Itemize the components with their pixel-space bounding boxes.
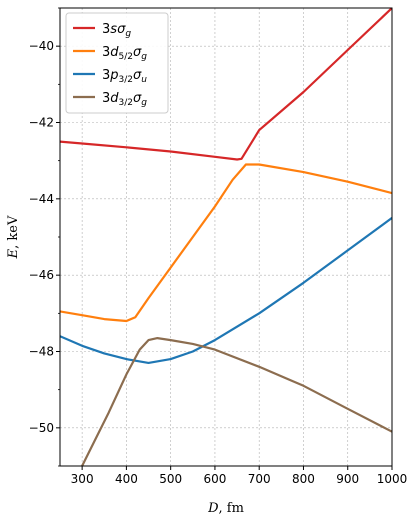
x-axis-label: D, fm xyxy=(207,501,244,516)
x-tick-label: 400 xyxy=(115,472,138,486)
legend-label-3: 3p3/2σu xyxy=(102,68,147,85)
legend-box xyxy=(65,12,169,114)
series-line-4 xyxy=(81,337,392,466)
series-group xyxy=(60,8,392,466)
x-tick-label: 700 xyxy=(248,472,271,486)
y-tick-label: −50 xyxy=(29,421,54,435)
series-line-3 xyxy=(60,217,392,364)
legend-label-1: 3sσg xyxy=(102,22,131,39)
x-tick-label: 300 xyxy=(71,472,94,486)
series-line-1 xyxy=(60,8,392,161)
y-tick-label: −44 xyxy=(29,192,54,206)
x-tick-label: 600 xyxy=(203,472,226,486)
y-axis-label: E, keV xyxy=(6,215,21,259)
x-tick-label: 900 xyxy=(336,472,359,486)
y-tick-label: −42 xyxy=(29,116,54,130)
y-tick-label: −40 xyxy=(29,39,54,53)
series-line-2 xyxy=(60,163,392,323)
y-tick-label: −46 xyxy=(29,268,54,282)
x-tick-label: 500 xyxy=(159,472,182,486)
legend-label-2: 3d5/2σg xyxy=(102,45,147,62)
legend-label-4: 3d3/2σg xyxy=(102,91,147,108)
y-tick-label: −48 xyxy=(29,345,54,359)
x-tick-label: 800 xyxy=(292,472,315,486)
x-tick-label: 1000 xyxy=(377,472,408,486)
